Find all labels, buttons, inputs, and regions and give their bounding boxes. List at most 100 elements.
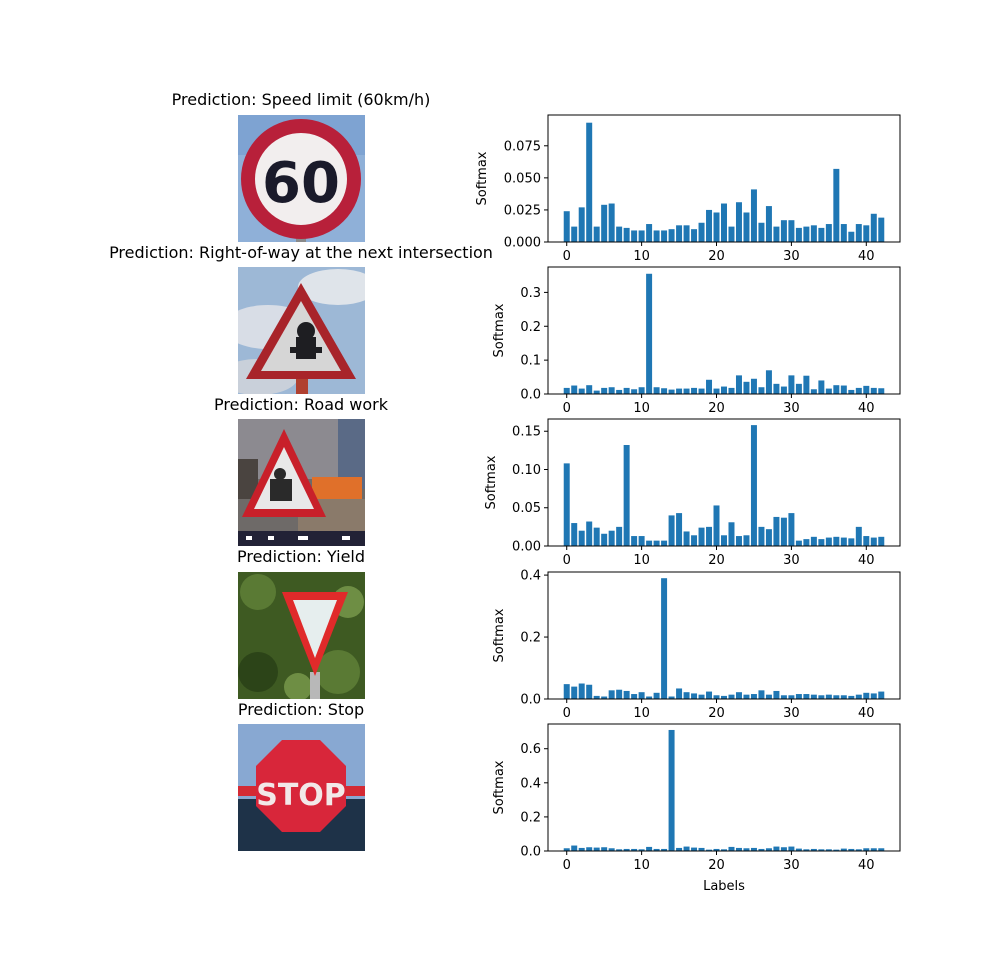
bar-21 [721,849,727,851]
x-tick-label: 40 [858,858,875,873]
y-tick-label: 0.1 [520,354,541,369]
bar-20 [713,848,720,851]
bar-22 [728,522,735,546]
bar-27 [765,848,772,851]
bar-15 [676,847,683,851]
bar-10 [638,849,645,851]
bar-19 [706,849,713,851]
bar-4 [593,226,600,242]
bar-37 [840,385,847,394]
bar-17 [691,535,698,546]
y-axis-label: Softmax [492,303,507,357]
x-tick-label: 0 [563,249,571,264]
y-tick-label: 0.3 [520,286,541,301]
axes-frame [547,723,901,852]
bar-11 [646,540,653,546]
bar-7 [616,689,623,699]
bar-19 [706,526,713,546]
bar-39 [855,694,862,699]
y-tick-label: 0.4 [520,776,541,791]
bar-36 [833,536,840,546]
bar-14 [668,729,675,851]
bar-28 [773,226,780,242]
bar-32 [803,375,810,394]
y-tick-label: 0.2 [520,631,541,646]
bar-21 [721,535,727,546]
chart-3: 0 10 20 30 40 0.00 0.05 0.10 0.15 Softmax [484,418,901,568]
bar-29 [780,847,787,851]
bar-8 [623,445,630,546]
bar-34 [818,695,825,699]
bar-14 [668,515,675,546]
bar-41 [870,693,877,699]
bar-40 [863,692,870,699]
bar-40 [863,225,870,242]
bar-2 [578,207,585,242]
bar-39 [855,224,862,242]
bar-20 [713,212,720,242]
bar-31 [795,227,802,242]
chart-5: 0 10 20 30 40 0.0 0.2 0.4 0.6 Softmax Labels [492,723,901,894]
y-tick-label: 0.2 [520,810,541,825]
bar-35 [825,849,832,851]
y-tick-label: 0.6 [520,742,541,757]
x-tick-label: 10 [633,858,650,873]
bar-27 [765,206,772,242]
bar-33 [810,389,817,394]
bar-25 [750,694,757,699]
bar-26 [758,848,765,851]
bar-40 [863,848,870,851]
bar-11 [646,696,653,699]
bar-0 [563,387,570,394]
bar-34 [818,539,825,546]
x-tick-label: 10 [633,706,650,721]
bar-41 [870,848,877,851]
bar-29 [780,517,787,546]
y-tick-label: 0.15 [512,425,541,440]
bar-18 [698,694,705,699]
bar-30 [788,513,795,546]
chart-4: 0 10 20 30 40 0.0 0.2 0.4 Softmax [492,569,901,721]
bar-38 [848,389,855,394]
bar-17 [691,229,698,242]
bar-10 [638,536,645,546]
bar-13 [661,578,668,699]
x-tick-label: 30 [783,706,800,721]
bar-12 [653,848,660,851]
bar-15 [676,388,683,394]
x-tick-label: 0 [563,553,571,568]
x-tick-label: 40 [858,401,875,416]
bar-29 [780,386,787,394]
bar-41 [870,537,877,546]
bar-34 [818,380,825,394]
bar-5 [601,696,608,699]
bar-29 [780,220,787,242]
bar-34 [818,227,825,242]
bar-2 [578,388,585,394]
bar-23 [735,202,742,242]
bar-3 [586,385,593,394]
bar-8 [623,387,630,394]
bar-9 [631,230,638,242]
bar-22 [728,387,735,394]
bar-38 [848,848,855,851]
bar-29 [780,695,787,699]
bar-34 [818,849,825,851]
bar-10 [638,387,645,394]
bar-9 [631,536,638,546]
bar-2 [578,847,585,851]
bar-23 [735,375,742,394]
bar-17 [691,387,698,394]
bar-40 [863,385,870,394]
bar-0 [563,463,570,546]
bar-30 [788,695,795,699]
bar-12 [653,230,660,242]
bar-23 [735,692,742,699]
bar-8 [623,227,630,242]
bar-3 [586,122,593,242]
road-work-sign-image [238,419,365,546]
bar-9 [631,389,638,394]
y-tick-label: 0.000 [504,236,541,251]
bar-6 [608,530,615,546]
y-axis-label: Softmax [484,455,499,509]
